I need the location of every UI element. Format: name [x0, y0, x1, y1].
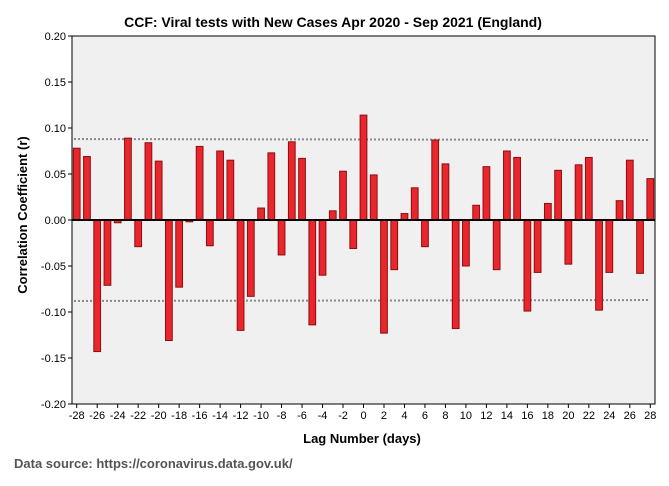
- ccf-bar: [595, 219, 603, 311]
- x-tick-label: 6: [422, 410, 428, 422]
- ccf-bar: [533, 219, 542, 273]
- x-tick-label: 14: [501, 410, 513, 422]
- y-tick-label: 0.10: [45, 123, 66, 135]
- ccf-bar: [492, 219, 501, 271]
- ccf-bar: [523, 219, 532, 312]
- ccf-bar: [318, 219, 327, 276]
- x-tick-label: -14: [212, 410, 228, 422]
- ccf-bar: [287, 141, 296, 221]
- y-tick-label: -0.20: [41, 399, 66, 411]
- ccf-bar: [246, 219, 255, 297]
- ccf-bar: [369, 174, 378, 221]
- ccf-bar: [513, 156, 522, 221]
- data-source-note: Data source: https://coronavirus.data.go…: [14, 456, 293, 471]
- y-tick-label: -0.05: [41, 261, 66, 273]
- x-tick-label: 22: [583, 410, 595, 422]
- ccf-bar: [236, 219, 245, 331]
- y-tick-label: 0.15: [45, 77, 66, 89]
- x-tick-label: -6: [297, 410, 307, 422]
- ccf-bar: [431, 139, 440, 221]
- ccf-bar: [83, 156, 91, 221]
- ccf-bar: [636, 219, 644, 274]
- ccf-bar: [103, 219, 112, 286]
- x-tick-label: 26: [624, 410, 636, 422]
- y-tick-label: 0.00: [45, 215, 66, 227]
- x-tick-label: -12: [233, 410, 249, 422]
- ccf-bar: [503, 150, 511, 221]
- y-tick-label: -0.10: [41, 307, 66, 319]
- ccf-bar: [308, 219, 317, 326]
- ccf-bar: [625, 159, 634, 221]
- ccf-bar: [410, 187, 419, 221]
- ccf-bar: [584, 156, 593, 221]
- ccf-bar: [554, 169, 562, 221]
- y-tick-label: 0.20: [45, 31, 66, 43]
- x-tick-label: -28: [69, 410, 85, 422]
- x-tick-label: 20: [562, 410, 574, 422]
- ccf-bar: [298, 157, 306, 221]
- ccf-bar: [93, 219, 102, 353]
- x-tick-label: 4: [401, 410, 407, 422]
- ccf-bar: [175, 219, 184, 288]
- x-tick-label: 18: [542, 410, 554, 422]
- x-tick-label: 16: [521, 410, 533, 422]
- x-axis-title: Lag Number (days): [303, 431, 421, 446]
- x-tick-label: 28: [644, 410, 656, 422]
- ccf-bar: [615, 200, 624, 221]
- ccf-bar: [154, 160, 163, 221]
- x-tick-label: 2: [381, 410, 387, 422]
- ccf-bar: [144, 142, 153, 221]
- x-tick-label: -22: [130, 410, 146, 422]
- ccf-bar: [359, 114, 368, 221]
- ccf-bar: [165, 219, 173, 342]
- ccf-bar: [349, 219, 358, 250]
- chart-title: CCF: Viral tests with New Cases Apr 2020…: [124, 14, 542, 30]
- ccf-bar: [441, 163, 450, 221]
- ccf-bar: [462, 219, 470, 267]
- y-tick-label: -0.15: [41, 353, 66, 365]
- x-tick-label: -18: [171, 410, 187, 422]
- ccf-bar: [421, 219, 429, 248]
- x-tick-label: 8: [442, 410, 448, 422]
- ccf-bar: [195, 145, 204, 221]
- x-tick-label: 24: [603, 410, 615, 422]
- x-tick-label: -16: [192, 410, 208, 422]
- x-tick-label: -2: [338, 410, 348, 422]
- ccf-bar: [482, 166, 491, 221]
- ccf-bar: [216, 150, 224, 221]
- ccf-bar: [564, 219, 573, 265]
- ccf-bar: [72, 147, 81, 221]
- ccf-bar: [605, 219, 614, 273]
- ccf-bar: [380, 219, 388, 334]
- ccf-bar: [257, 207, 265, 221]
- y-tick-label: 0.05: [45, 169, 66, 181]
- ccf-bar: [226, 159, 235, 221]
- x-tick-label: -8: [277, 410, 287, 422]
- ccf-bar: [451, 219, 460, 330]
- ccf-bar: [339, 170, 347, 221]
- x-tick-label: 10: [460, 410, 472, 422]
- x-tick-label: -26: [89, 410, 105, 422]
- ccf-bar: [328, 210, 337, 221]
- ccf-bar: [574, 164, 583, 221]
- ccf-bar: [646, 178, 655, 221]
- x-tick-label: 0: [360, 410, 366, 422]
- ccf-bar: [134, 219, 143, 248]
- ccf-bar: [205, 219, 214, 247]
- x-tick-label: -10: [253, 410, 269, 422]
- x-tick-label: -24: [110, 410, 126, 422]
- ccf-bar: [543, 202, 552, 221]
- y-axis-title: Correlation Coefficient (r): [15, 136, 30, 293]
- ccf-bar: [277, 219, 286, 256]
- ccf-bar: [390, 219, 399, 271]
- x-tick-label: -4: [318, 410, 328, 422]
- x-tick-label: 12: [480, 410, 492, 422]
- ccf-bar: [267, 152, 276, 221]
- x-tick-label: -20: [151, 410, 167, 422]
- ccf-bar: [472, 204, 481, 221]
- ccf-bar: [124, 137, 132, 221]
